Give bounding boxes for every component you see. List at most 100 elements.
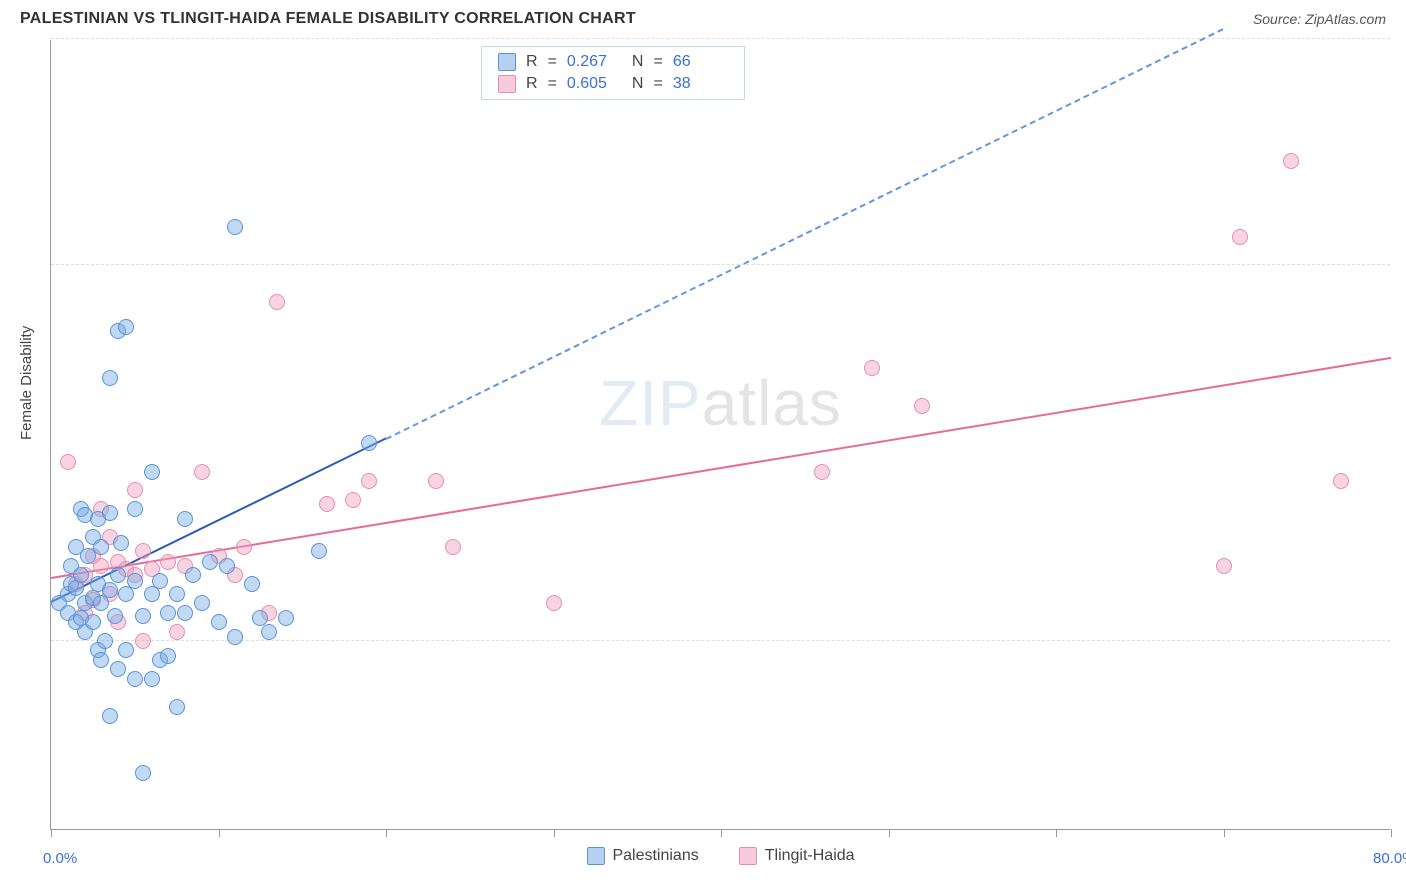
data-point [102,505,118,521]
data-point [135,543,151,559]
equals: = [548,53,557,71]
data-point [160,554,176,570]
data-point [227,219,243,235]
data-point [211,614,227,630]
data-point [169,699,185,715]
data-point [428,473,444,489]
stat-r-value: 0.605 [567,75,622,93]
data-point [261,624,277,640]
data-point [127,482,143,498]
x-tick-label: 0.0% [43,850,77,867]
data-point [319,496,335,512]
equals: = [653,53,662,71]
data-point [814,464,830,480]
data-point [127,573,143,589]
stat-legend: R = 0.267 N = 66 R = 0.605 N = 38 [481,46,745,100]
gridline [51,38,1390,39]
data-point [102,370,118,386]
gridline [51,640,1390,641]
data-point [236,539,252,555]
watermark-thin: atlas [702,367,842,439]
gridline [51,264,1390,265]
data-point [445,539,461,555]
stat-row-blue: R = 0.267 N = 66 [482,51,744,73]
data-point [127,501,143,517]
data-point [160,648,176,664]
x-tick [1056,829,1057,837]
stat-r-label: R [526,53,538,71]
data-point [202,554,218,570]
data-point [135,765,151,781]
legend-item-blue: Palestinians [586,847,698,865]
watermark: ZIPatlas [599,366,842,440]
source-label: Source: ZipAtlas.com [1253,11,1386,27]
x-tick [1391,829,1392,837]
x-tick [386,829,387,837]
series-legend: Palestinians Tlingit-Haida [586,847,854,865]
stat-row-pink: R = 0.605 N = 38 [482,73,744,95]
x-tick [219,829,220,837]
data-point [177,511,193,527]
data-point [227,629,243,645]
data-point [546,595,562,611]
square-icon [739,847,757,865]
chart-title: PALESTINIAN VS TLINGIT-HAIDA FEMALE DISA… [20,10,636,28]
data-point [361,435,377,451]
data-point [102,708,118,724]
x-tick [721,829,722,837]
data-point [1333,473,1349,489]
legend-label: Tlingit-Haida [765,847,855,865]
data-point [345,492,361,508]
square-icon [498,53,516,71]
data-point [85,614,101,630]
data-point [144,671,160,687]
data-point [110,567,126,583]
data-point [169,586,185,602]
data-point [97,633,113,649]
chart-area: ZIPatlas R = 0.267 N = 66 R = 0.605 N = … [50,40,1390,830]
data-point [311,543,327,559]
data-point [914,398,930,414]
data-point [107,608,123,624]
data-point [118,642,134,658]
data-point [864,360,880,376]
legend-item-pink: Tlingit-Haida [739,847,855,865]
square-icon [498,75,516,93]
data-point [185,567,201,583]
data-point [110,661,126,677]
x-tick [51,829,52,837]
stat-n-label: N [632,53,644,71]
data-point [194,464,210,480]
data-point [1216,558,1232,574]
data-point [135,633,151,649]
data-point [169,624,185,640]
y-axis-title: Female Disability [18,326,35,440]
data-point [93,539,109,555]
data-point [144,464,160,480]
data-point [1283,153,1299,169]
data-point [152,573,168,589]
stat-n-label: N [632,75,644,93]
data-point [177,605,193,621]
data-point [269,294,285,310]
data-point [113,535,129,551]
x-tick [554,829,555,837]
data-point [160,605,176,621]
stat-r-label: R [526,75,538,93]
stat-r-value: 0.267 [567,53,622,71]
watermark-bold: ZIP [599,367,702,439]
data-point [93,558,109,574]
title-bar: PALESTINIAN VS TLINGIT-HAIDA FEMALE DISA… [0,0,1406,34]
legend-label: Palestinians [612,847,698,865]
data-point [278,610,294,626]
data-point [361,473,377,489]
x-tick-label: 80.0% [1373,850,1406,867]
data-point [118,319,134,335]
data-point [244,576,260,592]
data-point [219,558,235,574]
equals: = [653,75,662,93]
data-point [135,608,151,624]
x-tick [1224,829,1225,837]
equals: = [548,75,557,93]
stat-n-value: 38 [673,75,728,93]
